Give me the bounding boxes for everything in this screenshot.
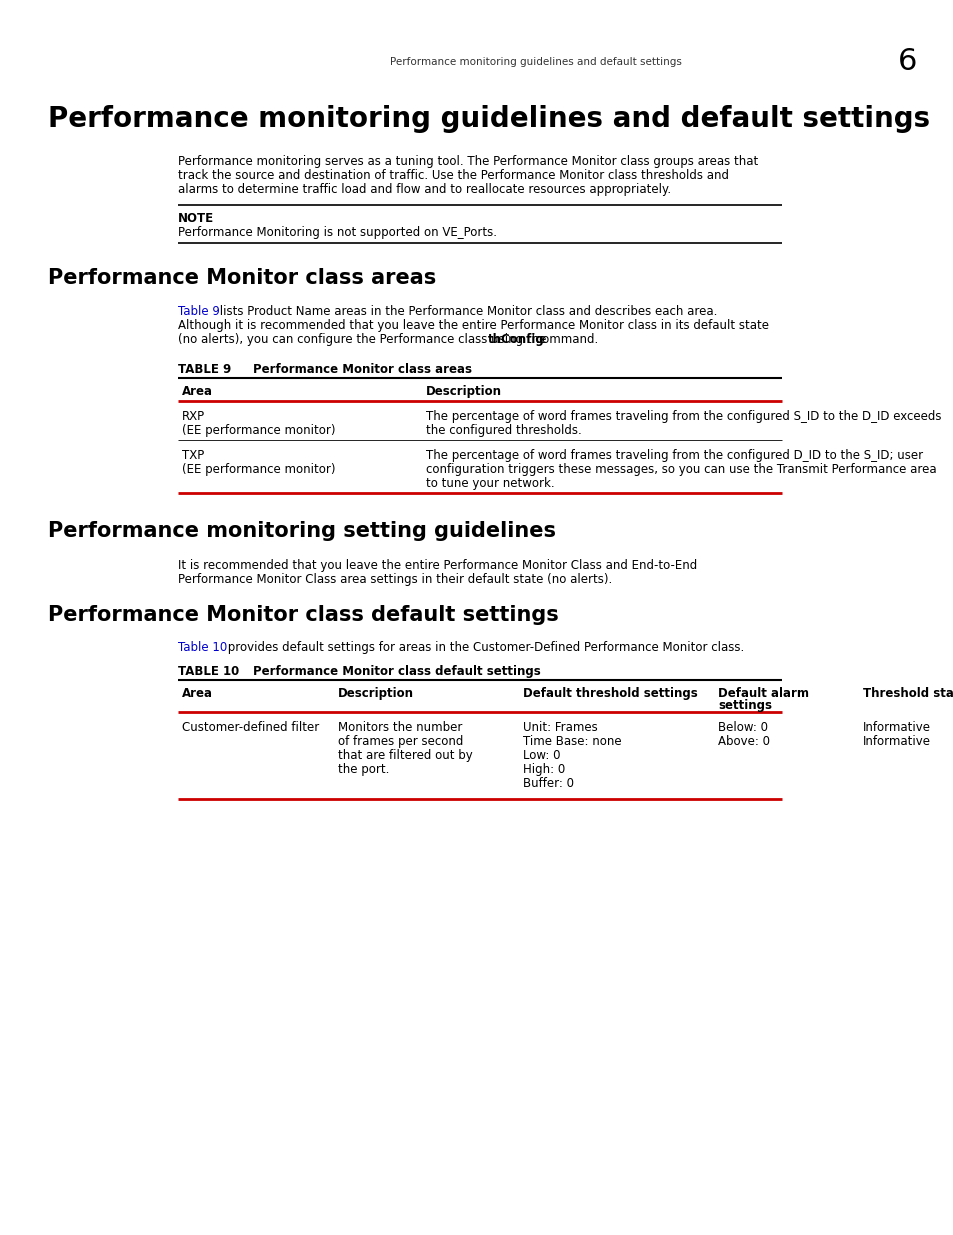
Text: 6: 6 [897, 47, 917, 77]
Text: TABLE 10: TABLE 10 [178, 664, 239, 678]
Text: (no alerts), you can configure the Performance class using the: (no alerts), you can configure the Perfo… [178, 333, 550, 346]
Text: Above: 0: Above: 0 [718, 735, 769, 748]
Text: Performance monitoring guidelines and default settings: Performance monitoring guidelines and de… [48, 105, 929, 133]
Text: Performance Monitoring is not supported on VE_Ports.: Performance Monitoring is not supported … [178, 226, 497, 240]
Text: RXP: RXP [182, 410, 205, 424]
Text: Default alarm: Default alarm [718, 687, 808, 700]
Text: that are filtered out by: that are filtered out by [337, 748, 473, 762]
Text: command.: command. [532, 333, 598, 346]
Text: Performance Monitor class areas: Performance Monitor class areas [48, 268, 436, 288]
Text: Table 9: Table 9 [178, 305, 219, 317]
Text: Low: 0: Low: 0 [522, 748, 560, 762]
Text: Performance monitoring setting guidelines: Performance monitoring setting guideline… [48, 521, 556, 541]
Text: (EE performance monitor): (EE performance monitor) [182, 424, 335, 437]
Text: Performance Monitor class default settings: Performance Monitor class default settin… [253, 664, 540, 678]
Text: to tune your network.: to tune your network. [426, 477, 554, 490]
Text: Although it is recommended that you leave the entire Performance Monitor class i: Although it is recommended that you leav… [178, 319, 768, 332]
Text: NOTE: NOTE [178, 212, 213, 225]
Text: provides default settings for areas in the Customer-Defined Performance Monitor : provides default settings for areas in t… [224, 641, 743, 655]
Text: Performance Monitor class areas: Performance Monitor class areas [253, 363, 472, 375]
Text: configuration triggers these messages, so you can use the Transmit Performance a: configuration triggers these messages, s… [426, 463, 936, 475]
Text: track the source and destination of traffic. Use the Performance Monitor class t: track the source and destination of traf… [178, 169, 728, 182]
Text: High: 0: High: 0 [522, 763, 565, 776]
Text: Description: Description [337, 687, 414, 700]
Text: Threshold state: Threshold state [862, 687, 953, 700]
Text: lists Product Name areas in the Performance Monitor class and describes each are: lists Product Name areas in the Performa… [215, 305, 717, 317]
Text: the port.: the port. [337, 763, 389, 776]
Text: thConfig: thConfig [488, 333, 544, 346]
Text: Default threshold settings: Default threshold settings [522, 687, 697, 700]
Text: (EE performance monitor): (EE performance monitor) [182, 463, 335, 475]
Text: Description: Description [426, 385, 501, 398]
Text: Informative: Informative [862, 721, 930, 734]
Text: the configured thresholds.: the configured thresholds. [426, 424, 581, 437]
Text: Performance monitoring serves as a tuning tool. The Performance Monitor class gr: Performance monitoring serves as a tunin… [178, 156, 758, 168]
Text: settings: settings [718, 699, 771, 713]
Text: Buffer: 0: Buffer: 0 [522, 777, 574, 790]
Text: Below: 0: Below: 0 [718, 721, 767, 734]
Text: TXP: TXP [182, 450, 204, 462]
Text: Performance Monitor class default settings: Performance Monitor class default settin… [48, 605, 558, 625]
Text: Table 10: Table 10 [178, 641, 227, 655]
Text: It is recommended that you leave the entire Performance Monitor Class and End-to: It is recommended that you leave the ent… [178, 559, 697, 572]
Text: TABLE 9: TABLE 9 [178, 363, 231, 375]
Text: The percentage of word frames traveling from the configured D_ID to the S_ID; us: The percentage of word frames traveling … [426, 450, 923, 462]
Text: Customer-defined filter: Customer-defined filter [182, 721, 319, 734]
Text: Time Base: none: Time Base: none [522, 735, 621, 748]
Text: alarms to determine traffic load and flow and to reallocate resources appropriat: alarms to determine traffic load and flo… [178, 183, 670, 196]
Text: Area: Area [182, 385, 213, 398]
Text: Performance Monitor Class area settings in their default state (no alerts).: Performance Monitor Class area settings … [178, 573, 612, 585]
Text: Monitors the number: Monitors the number [337, 721, 462, 734]
Text: Area: Area [182, 687, 213, 700]
Text: Unit: Frames: Unit: Frames [522, 721, 598, 734]
Text: Informative: Informative [862, 735, 930, 748]
Text: Performance monitoring guidelines and default settings: Performance monitoring guidelines and de… [390, 57, 681, 67]
Text: The percentage of word frames traveling from the configured S_ID to the D_ID exc: The percentage of word frames traveling … [426, 410, 941, 424]
Text: of frames per second: of frames per second [337, 735, 463, 748]
